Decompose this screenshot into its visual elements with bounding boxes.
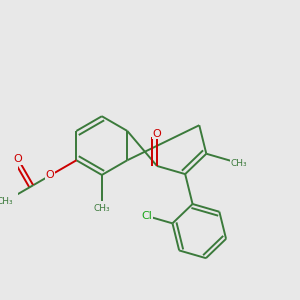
- Text: O: O: [46, 170, 55, 180]
- Text: O: O: [153, 129, 161, 139]
- Text: Cl: Cl: [141, 211, 152, 221]
- Text: CH₃: CH₃: [0, 197, 14, 206]
- Text: CH₃: CH₃: [94, 204, 110, 213]
- Text: O: O: [14, 154, 22, 164]
- Text: CH₃: CH₃: [230, 159, 247, 168]
